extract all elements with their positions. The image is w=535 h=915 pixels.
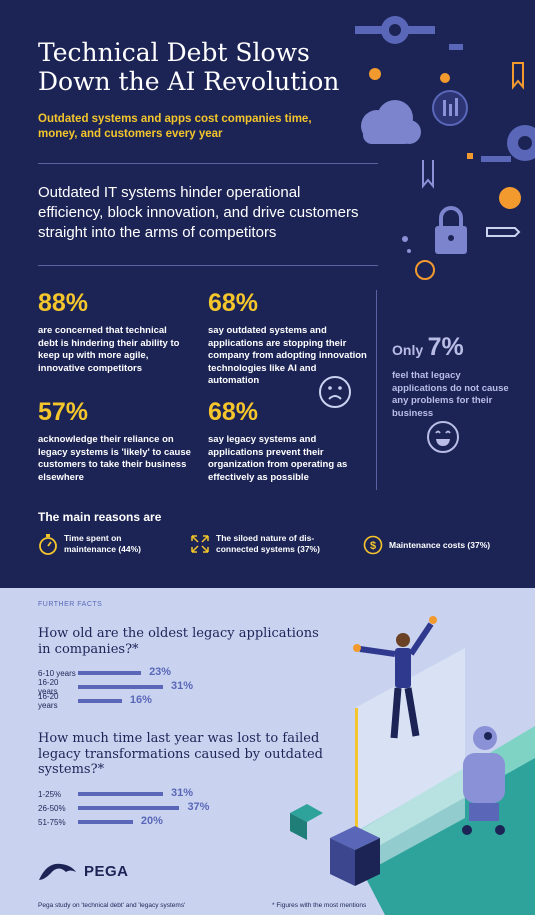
bar-category-label: 26-50% bbox=[38, 803, 66, 813]
bar-row: 1-25% 31% bbox=[38, 787, 248, 800]
question-1: How old are the oldest legacy applicatio… bbox=[38, 626, 319, 657]
reason-maintenance-time: Time spent on maintenance (44%) bbox=[38, 533, 159, 555]
stat-text: acknowledge their reliance on legacy sys… bbox=[38, 434, 191, 483]
stat-text: say legacy systems and applications prev… bbox=[208, 434, 348, 483]
bookmark-icon bbox=[422, 160, 434, 189]
dot-icon bbox=[402, 236, 408, 242]
stat-57: 57% acknowledge their reliance on legacy… bbox=[38, 398, 198, 484]
reason-text: The siloed nature of dis-connected syste… bbox=[216, 533, 320, 554]
ring-icon bbox=[415, 260, 435, 280]
bar-value-label: 20% bbox=[140, 815, 163, 827]
footnote: * Figures with the most mentions bbox=[272, 902, 367, 909]
page-title: Technical Debt Slows Down the AI Revolut… bbox=[38, 38, 340, 96]
bar-row: 16-20 years 16% bbox=[38, 692, 248, 710]
shape-icon bbox=[449, 44, 463, 50]
only-text: feel that legacy applications do not cau… bbox=[392, 370, 509, 419]
bar bbox=[78, 685, 163, 689]
divider bbox=[38, 163, 378, 164]
businessman-robot-illustration bbox=[290, 616, 535, 915]
dot-icon bbox=[499, 187, 521, 209]
bar-row: 6-10 years 23% bbox=[38, 666, 248, 679]
dot-icon bbox=[407, 249, 411, 253]
reason-maintenance-costs: $ Maintenance costs (37%) bbox=[363, 535, 490, 555]
intro-text: Outdated IT systems hinder operational e… bbox=[38, 184, 359, 241]
source-note: Pega study on 'technical debt' and 'lega… bbox=[38, 902, 186, 909]
divider bbox=[38, 265, 378, 266]
bar-category-label: 51-75% bbox=[38, 817, 66, 827]
reason-siloed-systems: The siloed nature of dis-connected syste… bbox=[190, 533, 331, 555]
hero-section: Technical Debt Slows Down the AI Revolut… bbox=[0, 0, 535, 588]
reason-text: Time spent on maintenance (44%) bbox=[64, 533, 141, 554]
reasons-heading: The main reasons are bbox=[38, 510, 162, 524]
svg-text:$: $ bbox=[370, 540, 376, 552]
further-facts-section: FURTHER FACTS How old are the oldest leg… bbox=[0, 588, 535, 915]
further-facts-label: FURTHER FACTS bbox=[38, 601, 103, 608]
bar-row: 51-75% 20% bbox=[38, 815, 248, 828]
shape-icon bbox=[481, 156, 511, 162]
stat-percent: 68% bbox=[208, 398, 259, 426]
gear-icon bbox=[355, 16, 435, 44]
bar-value-label: 23% bbox=[149, 666, 172, 678]
gear-icon bbox=[507, 125, 535, 161]
cloud-icon bbox=[361, 100, 421, 144]
question-2: How much time last year was lost to fail… bbox=[38, 731, 323, 777]
stat-68-effectiveness: 68% say legacy systems and applications … bbox=[208, 398, 368, 484]
bar bbox=[78, 792, 163, 796]
bar-row: 16-20 years 31% bbox=[38, 678, 248, 696]
page-subtitle: Outdated systems and apps cost companies… bbox=[38, 113, 312, 140]
bar-category-label: 16-20 years bbox=[38, 678, 59, 696]
dollar-icon: $ bbox=[363, 535, 383, 555]
bar-category-label: 16-20 years bbox=[38, 692, 59, 710]
bar-value-label: 16% bbox=[129, 694, 152, 706]
stat-88: 88% are concerned that technical debt is… bbox=[38, 289, 188, 375]
bar bbox=[78, 806, 180, 810]
stat-percent: 68% bbox=[208, 289, 259, 317]
bookmark-icon bbox=[512, 62, 524, 90]
arrow-icon bbox=[486, 227, 521, 237]
sad-face-icon bbox=[319, 376, 351, 408]
bar bbox=[78, 671, 142, 675]
bar bbox=[78, 820, 133, 824]
pega-logo: PEGA bbox=[38, 860, 129, 882]
stat-text: are concerned that technical debt is hin… bbox=[38, 325, 180, 374]
stopwatch-icon bbox=[39, 534, 57, 555]
bar-category-label: 1-25% bbox=[38, 789, 62, 799]
logo-text: PEGA bbox=[84, 862, 129, 880]
lock-icon bbox=[435, 206, 467, 254]
only-stat: Only 7% bbox=[392, 333, 464, 362]
bar-value-label: 37% bbox=[187, 801, 210, 813]
reason-text: Maintenance costs (37%) bbox=[389, 539, 491, 550]
pega-logo-icon bbox=[39, 863, 76, 880]
stat-percent: 57% bbox=[38, 398, 89, 426]
bar-value-label: 31% bbox=[171, 680, 194, 692]
dot-icon bbox=[467, 153, 473, 159]
businessman-figure bbox=[353, 616, 437, 739]
only-label: Only bbox=[392, 342, 424, 358]
stat-percent: 88% bbox=[38, 289, 89, 317]
bar-category-label: 6-10 years bbox=[38, 668, 76, 678]
stat-text: say outdated systems and applications ar… bbox=[208, 325, 367, 386]
dot-icon bbox=[369, 68, 381, 80]
only-percent: 7% bbox=[427, 333, 464, 361]
tech-decoration-illustration bbox=[355, 16, 535, 280]
chart-node-icon bbox=[432, 90, 468, 126]
vertical-divider bbox=[376, 290, 377, 490]
bar bbox=[78, 699, 122, 703]
stat-68-innovation: 68% say outdated systems and application… bbox=[208, 289, 370, 388]
arrows-icon bbox=[191, 535, 209, 553]
robot-figure bbox=[462, 726, 505, 835]
dot-icon bbox=[440, 73, 450, 83]
happy-face-icon bbox=[427, 421, 459, 453]
bar-value-label: 31% bbox=[171, 787, 194, 799]
bar-row: 26-50% 37% bbox=[38, 801, 248, 814]
